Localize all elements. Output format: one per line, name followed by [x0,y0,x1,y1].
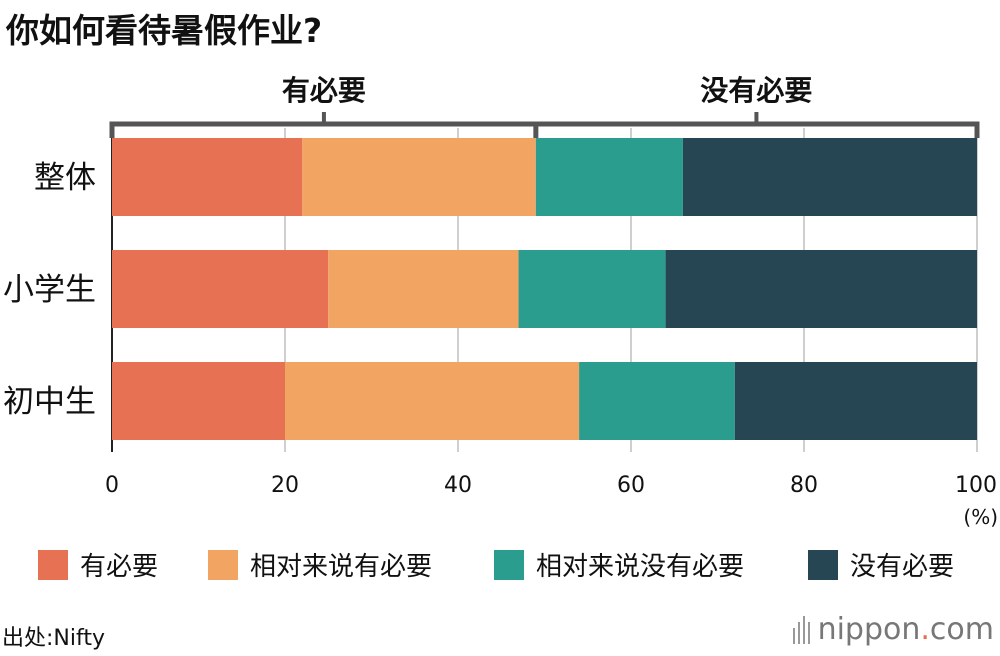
chart-title: 你如何看待暑假作业? [6,11,323,50]
bar-segment [112,362,285,440]
bar-segment [112,138,303,216]
x-tick-label: 100 [955,473,997,498]
logo-bars-icon [792,615,810,644]
bar-segment [734,362,977,440]
x-tick-label: 20 [271,473,299,498]
legend-label: 没有必要 [850,552,955,582]
legend-item-somewhat-necessary: 相对来说有必要 [208,546,432,583]
category-label: 小学生 [3,272,96,308]
group-label-necessary: 有必要 [282,74,366,107]
bar-segment [302,138,536,216]
x-axis-ticks: 0 20 40 60 80 100 [105,473,997,498]
bar-segment [285,362,580,440]
x-tick-label: 80 [790,473,818,498]
x-tick-label: 40 [444,473,472,498]
category-label: 整体 [34,160,96,196]
legend-label: 有必要 [80,552,159,582]
legend-label: 相对来说没有必要 [536,552,745,582]
x-axis-unit: (%) [963,505,998,529]
legend-item-necessary: 有必要 [38,546,158,583]
brand-tld: com [929,612,994,647]
source-note: 出处:Nifty [2,626,105,651]
group-label-unnecessary: 没有必要 [700,74,812,107]
bar-segment [682,138,977,216]
legend-item-somewhat-unnecessary: 相对来说没有必要 [494,546,744,583]
x-tick-label: 0 [105,473,119,498]
legend-label: 相对来说有必要 [250,552,433,582]
bar-segment [518,250,666,328]
brand-name: nippon [817,612,921,647]
legend-swatch [494,549,524,580]
legend-swatch [208,549,238,580]
legend-swatch [808,549,838,580]
x-tick-label: 60 [617,473,645,498]
bar-segment [665,250,977,328]
bar-segment [535,138,683,216]
category-label: 初中生 [3,384,96,420]
bar-segment [112,250,329,328]
legend: 有必要 相对来说有必要 相对来说没有必要 没有必要 [0,546,1000,590]
bar-segment [328,250,519,328]
legend-swatch [38,549,68,580]
bar-segment [579,362,735,440]
group-bracket: 有必要 没有必要 [109,74,980,138]
brand-logo: nippon. com [792,612,994,647]
brand-dot: . [920,612,930,647]
legend-item-unnecessary: 没有必要 [808,546,954,583]
bar-segments [112,138,977,440]
bracket-line [109,121,980,138]
